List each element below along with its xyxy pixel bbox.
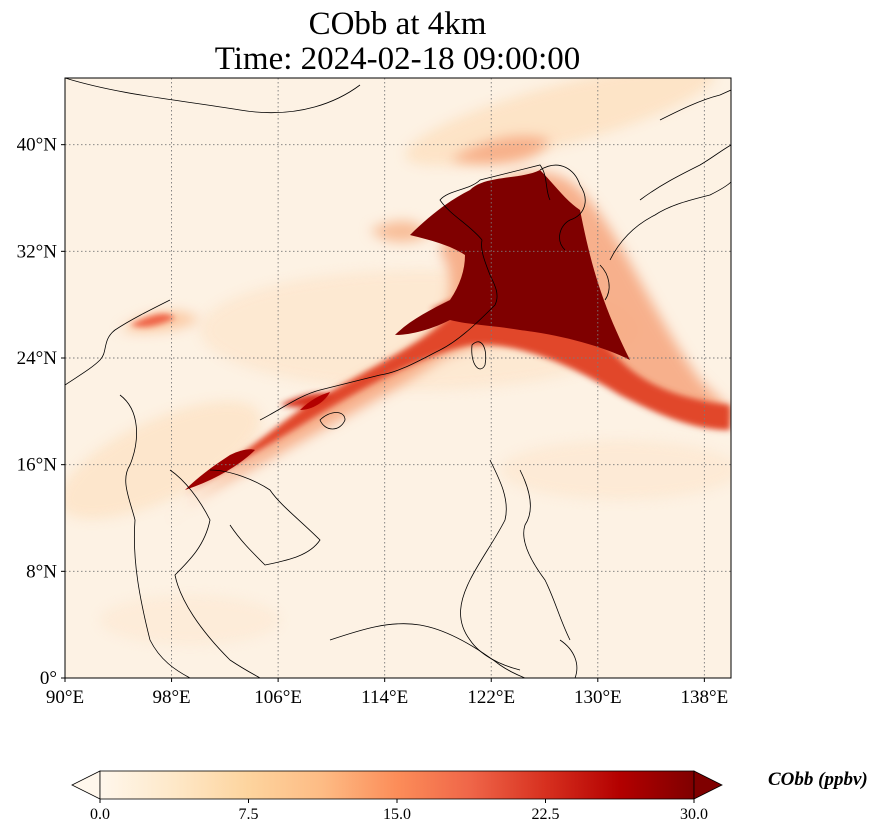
concentration-field: [65, 78, 731, 678]
colorbar-tick-label: 7.5: [238, 806, 259, 823]
lat-tick-label: 32°N: [17, 241, 58, 262]
lat-tick-label: 8°N: [26, 561, 57, 582]
lon-tick-label: 138°E: [681, 687, 729, 708]
chart-title-line2: Time: 2024-02-18 09:00:00: [214, 41, 581, 77]
colorbar: [71, 770, 723, 803]
lat-tick-label: 24°N: [17, 348, 58, 369]
map-frame: [64, 77, 732, 679]
colorbar-tick-label: 15.0: [383, 806, 411, 823]
coastlines: [65, 78, 731, 678]
lon-tick-label: 130°E: [574, 687, 622, 708]
lon-tick-label: 122°E: [467, 687, 515, 708]
lon-tick-label: 114°E: [361, 687, 408, 708]
colorbar-tick-label: 0.0: [90, 806, 110, 823]
gridlines: [65, 78, 731, 678]
lon-tick-label: 98°E: [152, 687, 190, 708]
lat-tick-label: 40°N: [17, 135, 58, 156]
colorbar-gradient: [99, 770, 695, 800]
lat-tick-label: 16°N: [17, 455, 58, 476]
colorbar-label: CObb (ppbv): [768, 769, 868, 790]
lon-axis: 90°E 98°E 106°E 114°E 122°E 130°E 138°E: [46, 678, 728, 708]
colorbar-extend-min: [71, 770, 101, 800]
colorbar-tick-label: 30.0: [680, 806, 708, 823]
lon-tick-label: 106°E: [254, 687, 302, 708]
chart-title-line1: CObb at 4km: [308, 6, 487, 42]
lat-axis: 0° 8°N 16°N 24°N 32°N 40°N: [17, 135, 65, 689]
lon-tick-label: 90°E: [46, 687, 84, 708]
lat-tick-label: 0°: [40, 668, 57, 689]
colorbar-extend-max: [693, 770, 723, 800]
colorbar-tick-label: 22.5: [531, 806, 560, 823]
